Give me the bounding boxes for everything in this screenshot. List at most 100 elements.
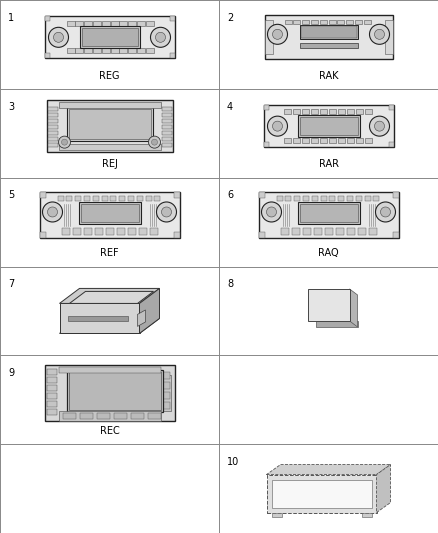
Circle shape [148, 136, 160, 148]
Bar [258, 192, 399, 238]
Bar [81, 28, 138, 46]
Bar [319, 138, 326, 143]
Bar [73, 228, 81, 235]
Circle shape [155, 33, 166, 42]
Text: RAQ: RAQ [318, 248, 339, 258]
Bar [302, 20, 309, 25]
Circle shape [370, 25, 389, 44]
Text: 8: 8 [227, 279, 233, 289]
Bar [162, 119, 172, 123]
Bar [102, 196, 107, 201]
Bar [93, 49, 101, 53]
Bar [162, 137, 172, 141]
Bar [328, 109, 336, 114]
Circle shape [268, 482, 272, 487]
Bar [119, 21, 127, 26]
Bar [346, 138, 353, 143]
Bar [264, 142, 268, 147]
Bar [337, 20, 344, 25]
Polygon shape [60, 303, 139, 334]
Bar [113, 413, 127, 418]
Bar [338, 109, 345, 114]
Bar [364, 138, 371, 143]
Bar [356, 109, 363, 114]
Text: 4: 4 [227, 102, 233, 111]
Bar [81, 204, 138, 222]
Bar [162, 131, 172, 135]
Bar [280, 228, 289, 235]
Bar [300, 204, 357, 222]
Circle shape [42, 202, 63, 222]
Bar [39, 192, 46, 198]
Bar [68, 109, 151, 139]
Circle shape [268, 25, 287, 44]
Bar [357, 228, 365, 235]
Text: 6: 6 [227, 190, 233, 200]
Bar [39, 192, 180, 238]
Bar [301, 138, 308, 143]
Bar [110, 196, 117, 201]
Polygon shape [266, 474, 377, 513]
Text: 10: 10 [227, 457, 239, 467]
Circle shape [47, 207, 57, 217]
Polygon shape [307, 289, 350, 321]
Bar [285, 196, 291, 201]
Bar [67, 107, 152, 141]
Polygon shape [70, 292, 153, 303]
Polygon shape [139, 288, 159, 334]
Bar [95, 228, 102, 235]
Bar [106, 228, 113, 235]
Bar [320, 20, 327, 25]
Bar [131, 413, 144, 418]
Bar [162, 113, 172, 117]
Polygon shape [60, 288, 159, 303]
Bar [283, 138, 290, 143]
Bar [368, 228, 377, 235]
Circle shape [374, 29, 385, 39]
Bar [294, 196, 300, 201]
Bar [47, 113, 57, 117]
Bar [297, 202, 360, 224]
Polygon shape [377, 465, 391, 513]
Circle shape [371, 503, 375, 506]
Polygon shape [60, 318, 159, 334]
Bar [146, 21, 154, 26]
Bar [46, 401, 57, 407]
Circle shape [61, 139, 67, 145]
Circle shape [370, 116, 389, 136]
Bar [160, 375, 170, 410]
Bar [346, 20, 353, 25]
Bar [297, 115, 360, 137]
Bar [93, 196, 99, 201]
Bar [355, 20, 362, 25]
Bar [265, 15, 392, 59]
Bar [67, 370, 162, 411]
Circle shape [151, 27, 170, 47]
Bar [75, 21, 83, 26]
Bar [321, 196, 326, 201]
Bar [59, 144, 160, 150]
Bar [75, 49, 83, 53]
Bar [67, 49, 74, 53]
Bar [311, 138, 318, 143]
Text: 9: 9 [8, 368, 14, 378]
Bar [293, 109, 300, 114]
Bar [389, 142, 393, 147]
Bar [59, 102, 160, 108]
Bar [67, 317, 127, 321]
Bar [364, 196, 371, 201]
Bar [59, 410, 160, 421]
Polygon shape [138, 310, 145, 326]
Circle shape [162, 207, 172, 217]
Circle shape [375, 202, 396, 222]
Bar [128, 49, 136, 53]
Bar [128, 21, 136, 26]
Bar [119, 49, 127, 53]
Bar [311, 109, 318, 114]
Bar [328, 20, 336, 25]
Circle shape [261, 202, 282, 222]
Circle shape [152, 139, 158, 145]
Bar [283, 109, 290, 114]
Bar [102, 49, 110, 53]
Bar [46, 409, 57, 415]
